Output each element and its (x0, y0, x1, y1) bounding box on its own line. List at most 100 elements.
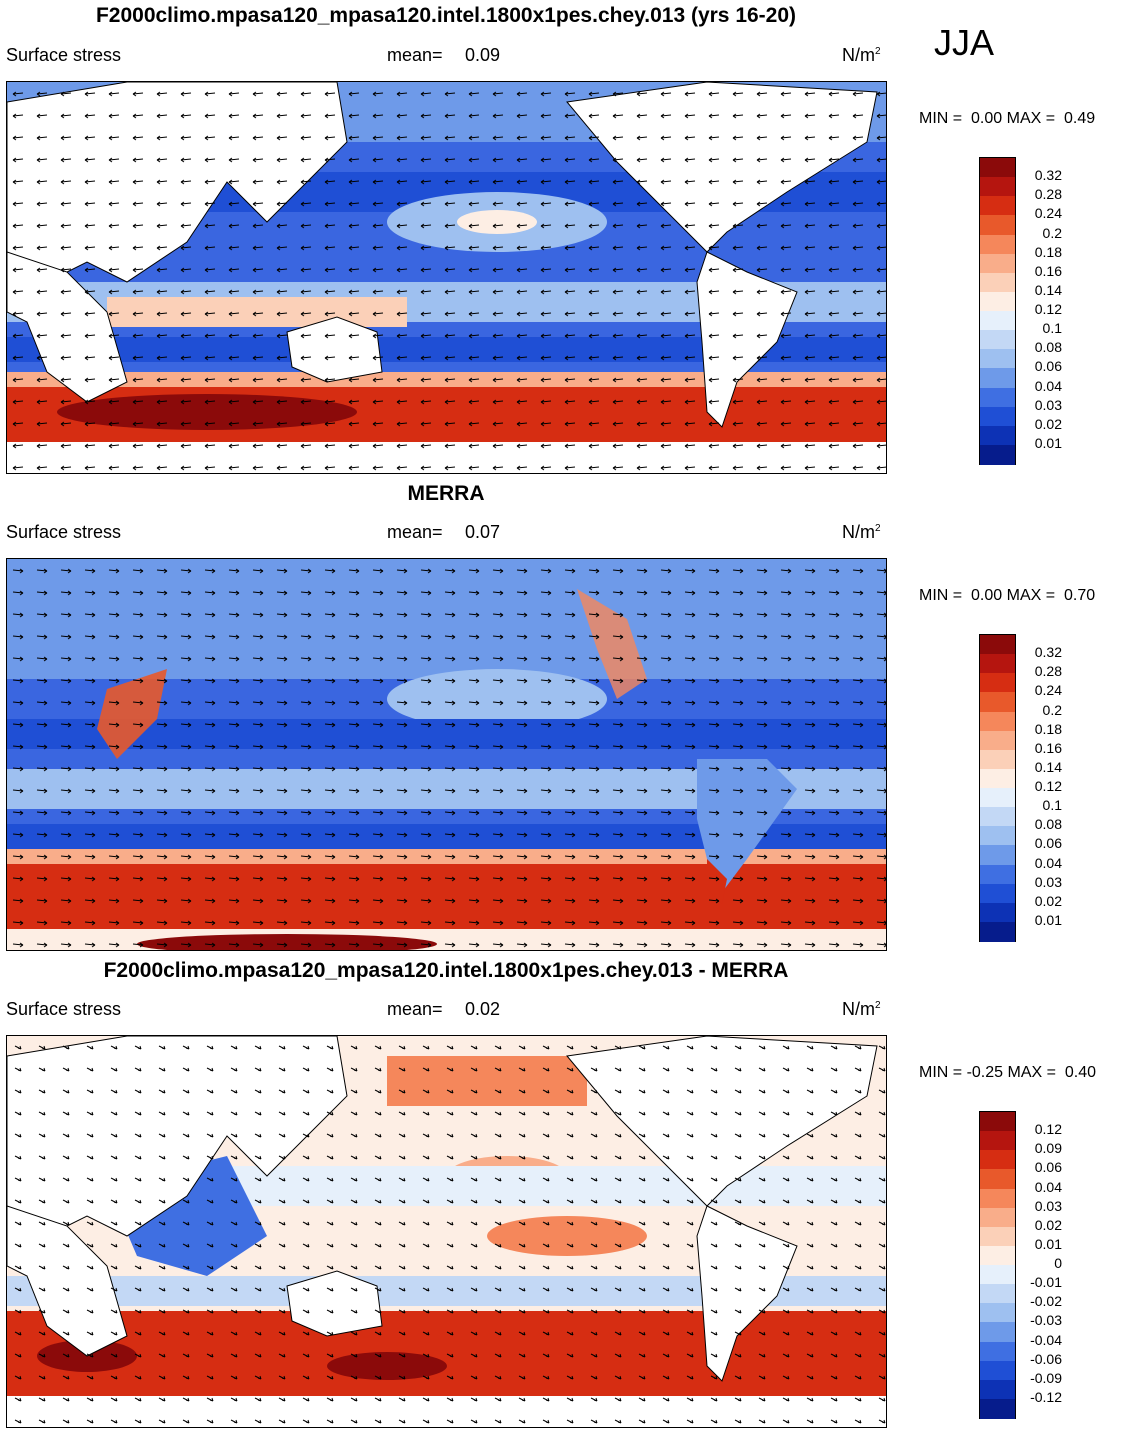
colorbar-tick-label: 0.06 (1034, 835, 1062, 852)
colorbar-segment (980, 635, 1015, 655)
panel-1-map (6, 81, 887, 474)
colorbar-tick-label: -0.04 (1030, 1331, 1062, 1348)
colorbar-tick-label: 0.12 (1034, 778, 1062, 794)
colorbar-segment (980, 1112, 1015, 1132)
panel-3-mean-value: 0.02 (465, 999, 501, 1019)
colorbar-segment (980, 1303, 1015, 1323)
colorbar-segment (980, 1131, 1015, 1151)
colorbar-segment (980, 883, 1015, 904)
colorbar-tick-label: 0.28 (1034, 663, 1062, 680)
panel-3-units: N/m2 (842, 999, 881, 1019)
colorbar-tick-label: -0.06 (1030, 1350, 1062, 1367)
colorbar-segment (980, 654, 1015, 674)
colorbar-tick-label: -0.02 (1030, 1293, 1062, 1310)
colorbar-segment (980, 1188, 1015, 1209)
colorbar-tick-label: 0.02 (1034, 892, 1062, 909)
colorbar-segment (980, 921, 1015, 942)
colorbar-tick-label: 0.1 (1042, 320, 1062, 337)
colorbar-tick-label: 0.24 (1034, 205, 1062, 222)
panel-2-colorbar (979, 634, 1016, 942)
colorbar-tick-label: 0.04 (1034, 377, 1062, 394)
colorbar-tick-label: 0.14 (1034, 758, 1062, 775)
panel-3-variable: Surface stress (6, 999, 122, 1019)
colorbar-tick-label: 0.03 (1034, 1197, 1062, 1214)
colorbar-tick-label: 0.04 (1034, 1178, 1062, 1195)
colorbar-tick-label: 0.02 (1034, 1216, 1062, 1233)
colorbar-tick-label: 0.01 (1034, 911, 1062, 928)
colorbar-segment (980, 768, 1015, 789)
colorbar-tick-label: 0.18 (1034, 720, 1062, 737)
colorbar-segment (980, 902, 1015, 923)
colorbar-tick-label: 0.02 (1034, 415, 1062, 432)
colorbar-segment (980, 673, 1015, 693)
colorbar-tick-label: -0.01 (1030, 1274, 1062, 1291)
colorbar-tick-label: 0.24 (1034, 682, 1062, 699)
panel-2-title: MERRA (407, 482, 485, 505)
colorbar-segment (980, 1226, 1015, 1247)
colorbar-tick-label: 0.18 (1034, 243, 1062, 260)
colorbar-segment (980, 1169, 1015, 1189)
colorbar-tick-label: 0.16 (1034, 739, 1062, 756)
colorbar-tick-label: 0.08 (1034, 339, 1062, 356)
colorbar-segment (980, 1284, 1015, 1304)
colorbar-tick-label: 0.03 (1034, 396, 1062, 413)
colorbar-segment (980, 788, 1015, 808)
panel-3-map (6, 1035, 887, 1428)
colorbar-tick-label: 0.14 (1034, 281, 1062, 298)
colorbar-segment (980, 234, 1015, 255)
colorbar-tick-label: 0.08 (1034, 816, 1062, 833)
panel-2-units: N/m2 (842, 522, 881, 542)
panel-3-colorbar (979, 1111, 1016, 1419)
panel-1-mean-value: 0.09 (465, 45, 501, 65)
panel-3-minmax: MIN = -0.25 MAX = 0.40 (919, 1064, 1096, 1081)
colorbar-segment (980, 1322, 1015, 1342)
panel-1-variable: Surface stress (6, 45, 122, 65)
colorbar-segment (980, 845, 1015, 865)
colorbar-segment (980, 711, 1015, 732)
colorbar-segment (980, 196, 1015, 216)
colorbar-tick-label: 0 (1054, 1255, 1062, 1271)
colorbar-tick-label: 0.01 (1034, 1235, 1062, 1252)
colorbar-segment (980, 749, 1015, 770)
panel-1-units: N/m2 (842, 45, 881, 65)
colorbar-segment (980, 1341, 1015, 1362)
colorbar-tick-label: 0.2 (1042, 224, 1062, 241)
colorbar-segment (980, 253, 1015, 274)
colorbar-tick-label: 0.16 (1034, 262, 1062, 279)
colorbar-tick-label: 0.32 (1034, 644, 1062, 661)
colorbar-tick-label: -0.09 (1030, 1369, 1062, 1386)
colorbar-segment (980, 826, 1015, 846)
colorbar-tick-label: 0.1 (1042, 797, 1062, 814)
colorbar-tick-label: 0.2 (1042, 701, 1062, 718)
colorbar-tick-label: 0.32 (1034, 167, 1062, 184)
colorbar-segment (980, 368, 1015, 388)
colorbar-tick-label: 0.12 (1034, 1121, 1062, 1138)
colorbar-tick-label: -0.12 (1030, 1388, 1062, 1405)
colorbar-segment (980, 1379, 1015, 1400)
colorbar-tick-label: 0.28 (1034, 186, 1062, 203)
panel-2-mean-label: mean= (387, 522, 443, 542)
colorbar-segment (980, 864, 1015, 885)
panel-3-title: F2000climo.mpasa120_mpasa120.intel.1800x… (103, 959, 789, 982)
colorbar-segment (980, 311, 1015, 331)
colorbar-segment (980, 158, 1015, 178)
colorbar-tick-label: 0.09 (1034, 1140, 1062, 1157)
panel-1-mean-label: mean= (387, 45, 443, 65)
colorbar-segment (980, 730, 1015, 751)
colorbar-tick-label: 0.04 (1034, 854, 1062, 871)
panel-2-minmax: MIN = 0.00 MAX = 0.70 (919, 587, 1096, 604)
colorbar-segment (980, 425, 1015, 446)
colorbar-segment (980, 692, 1015, 712)
colorbar-tick-label: 0.06 (1034, 358, 1062, 375)
colorbar-tick-label: 0.06 (1034, 1159, 1062, 1176)
season-label: JJA (934, 22, 995, 63)
panel-2-mean-value: 0.07 (465, 522, 501, 542)
colorbar-segment (980, 1207, 1015, 1228)
colorbar-segment (980, 387, 1015, 408)
colorbar-segment (980, 1265, 1015, 1285)
colorbar-segment (980, 1245, 1015, 1266)
panel-2-map (6, 558, 887, 951)
colorbar-segment (980, 807, 1015, 827)
panel-2-variable: Surface stress (6, 522, 122, 542)
colorbar-segment (980, 1150, 1015, 1170)
